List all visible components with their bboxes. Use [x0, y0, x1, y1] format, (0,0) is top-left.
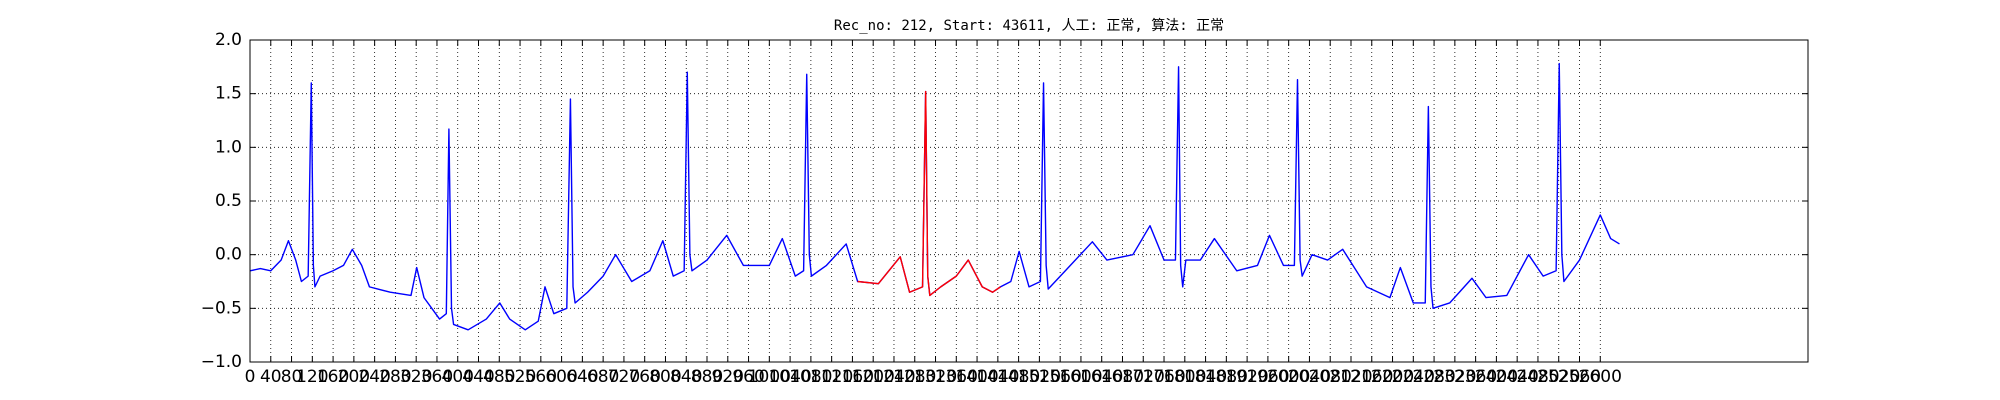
x-tick-label: 1600: [1059, 367, 1102, 387]
x-tick-label: 120: [296, 367, 328, 387]
y-tick-label: 1.5: [215, 84, 242, 104]
y-tick-label: −1.0: [201, 352, 242, 372]
x-tick-label: 2600: [1579, 367, 1622, 387]
x-tick-label: 680: [587, 367, 619, 387]
x-tick-label: 400: [442, 367, 474, 387]
x-tick-label: 1320: [914, 367, 957, 387]
x-tick-label: 960: [732, 367, 764, 387]
x-tick-label: 2120: [1329, 367, 1372, 387]
x-tick-label: 560: [525, 367, 557, 387]
y-tick-label: 0.0: [215, 245, 242, 265]
x-tick-label: 920: [712, 367, 744, 387]
x-tick-label: 1120: [810, 367, 853, 387]
x-tick-label: 2440: [1496, 367, 1539, 387]
x-tick-label: 440: [462, 367, 494, 387]
x-tick-label: 2200: [1371, 367, 1414, 387]
x-tick-label: 160: [317, 367, 349, 387]
y-tick-label: −0.5: [201, 298, 242, 318]
x-tick-label: 1160: [831, 367, 874, 387]
x-tick-label: 240: [358, 367, 390, 387]
x-tick-label: 2280: [1412, 367, 1455, 387]
x-tick-label: 2320: [1433, 367, 1476, 387]
x-tick-label: 640: [566, 367, 598, 387]
x-tick-label: 2480: [1516, 367, 1559, 387]
x-tick-label: 1920: [1225, 367, 1268, 387]
signal-line: [249, 62, 1620, 331]
x-tick-label: 80: [281, 367, 303, 387]
x-tick-label: 1240: [872, 367, 915, 387]
signal-line: [857, 90, 1001, 297]
x-tick-label: 1800: [1163, 367, 1206, 387]
y-tick-label: 0.5: [215, 191, 242, 211]
x-tick-label: 2160: [1350, 367, 1393, 387]
x-tick-label: 1480: [997, 367, 1040, 387]
x-tick-label: 2400: [1475, 367, 1518, 387]
chart-title: Rec_no: 212, Start: 43611, 人工: 正常, 算法: 正…: [834, 18, 1224, 34]
x-tick-label: 1280: [893, 367, 936, 387]
x-tick-label: 2040: [1288, 367, 1331, 387]
x-tick-label: 1840: [1184, 367, 1227, 387]
x-tick-label: 280: [379, 367, 411, 387]
x-tick-label: 2000: [1267, 367, 1310, 387]
x-tick-label: 760: [628, 367, 660, 387]
x-tick-label: 360: [421, 367, 453, 387]
x-tick-label: 600: [545, 367, 577, 387]
y-tick-label: 1.0: [215, 137, 242, 157]
x-tick-label: 0: [245, 367, 256, 387]
x-tick-label: 1560: [1039, 367, 1082, 387]
x-tick-label: 200: [338, 367, 370, 387]
x-tick-label: 720: [608, 367, 640, 387]
y-tick-label: 2.0: [215, 30, 242, 50]
x-tick-label: 2520: [1537, 367, 1580, 387]
x-tick-label: 1760: [1142, 367, 1185, 387]
x-tick-label: 2080: [1309, 367, 1352, 387]
x-tick-label: 1400: [955, 367, 998, 387]
x-tick-label: 40: [260, 367, 282, 387]
x-tick-label: 1520: [1018, 367, 1061, 387]
x-tick-label: 800: [649, 367, 681, 387]
x-tick-label: 1360: [935, 367, 978, 387]
x-tick-label: 880: [691, 367, 723, 387]
x-tick-label: 1080: [789, 367, 832, 387]
x-tick-label: 1720: [1122, 367, 1165, 387]
x-tick-label: 2360: [1454, 367, 1497, 387]
x-tick-label: 2240: [1392, 367, 1435, 387]
x-tick-label: 1040: [768, 367, 811, 387]
plot-frame: [249, 39, 1809, 363]
x-tick-label: 840: [670, 367, 702, 387]
x-tick-label: 1640: [1080, 367, 1123, 387]
x-tick-label: 1000: [748, 367, 791, 387]
x-tick-label: 2560: [1558, 367, 1601, 387]
x-tick-label: 1680: [1101, 367, 1144, 387]
x-tick-label: 320: [400, 367, 432, 387]
x-tick-label: 520: [504, 367, 536, 387]
x-tick-label: 1880: [1205, 367, 1248, 387]
x-tick-label: 1200: [852, 367, 895, 387]
x-tick-label: 1960: [1246, 367, 1289, 387]
x-tick-label: 480: [483, 367, 515, 387]
x-tick-label: 1440: [976, 367, 1019, 387]
